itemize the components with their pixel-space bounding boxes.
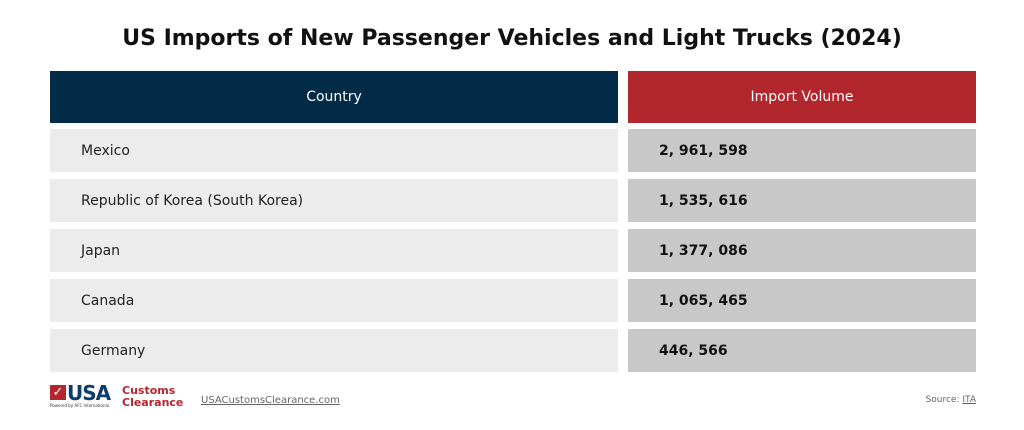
country-name: Republic of Korea (South Korea) (81, 192, 304, 209)
table-row-country: Mexico (50, 129, 618, 172)
logo-customs: Customs (122, 384, 176, 397)
logo-powered: Powered by AFC International (50, 403, 110, 408)
country-name: Germany (81, 342, 146, 359)
country-name: Canada (81, 292, 135, 309)
logo: ✓ USA Customs Clearance Powered by AFC I… (50, 381, 184, 410)
source-link[interactable]: ITA (962, 395, 976, 405)
logo-clearance: Clearance (122, 396, 184, 409)
source-label: Source: (925, 395, 963, 405)
table-row-volume: 1, 377, 086 (628, 229, 976, 272)
table-row-volume: 1, 535, 616 (628, 179, 976, 222)
import-volume: 446, 566 (659, 342, 728, 359)
table-row-volume: 446, 566 (628, 329, 976, 372)
table-row-volume: 1, 065, 465 (628, 279, 976, 322)
country-name: Japan (81, 242, 121, 259)
page-title: US Imports of New Passenger Vehicles and… (122, 26, 902, 51)
site-link[interactable]: USACustomsClearance.com (201, 395, 340, 406)
header-country: Country (50, 71, 618, 123)
table-row-volume: 2, 961, 598 (628, 129, 976, 172)
source: Source: ITA (926, 395, 976, 405)
table-row-country: Germany (50, 329, 618, 372)
table-row-country: Japan (50, 229, 618, 272)
checkmark-icon: ✓ (50, 385, 66, 400)
table-row-country: Republic of Korea (South Korea) (50, 179, 618, 222)
header-import-volume: Import Volume (628, 71, 976, 123)
logo-usa: USA (67, 381, 111, 405)
country-name: Mexico (81, 142, 130, 159)
import-volume: 1, 377, 086 (659, 242, 748, 259)
import-volume: 2, 961, 598 (659, 142, 748, 159)
import-volume: 1, 065, 465 (659, 292, 748, 309)
import-volume: 1, 535, 616 (659, 192, 748, 209)
table-row-country: Canada (50, 279, 618, 322)
